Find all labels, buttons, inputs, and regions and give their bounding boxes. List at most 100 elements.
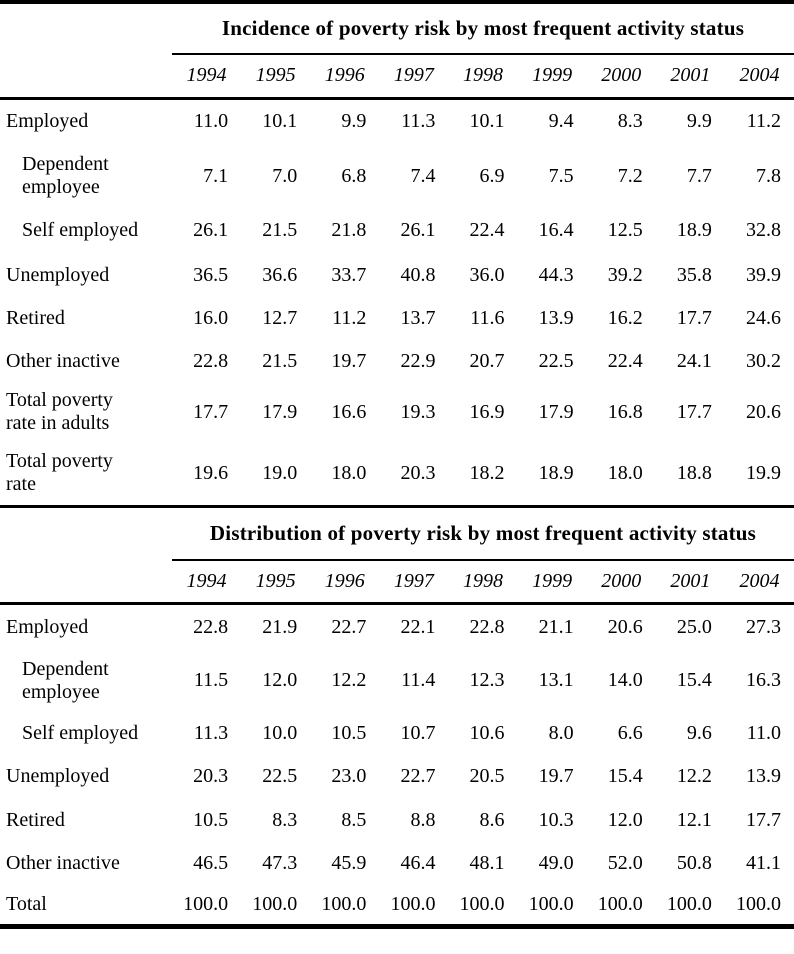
value-cell: 100.0 — [666, 892, 712, 915]
value-cell: 48.1 — [469, 851, 505, 874]
title-row: Distribution of poverty risk by most fre… — [0, 507, 794, 561]
value-cell: 7.8 — [756, 164, 781, 187]
value-cell: 100.0 — [321, 892, 367, 915]
row-label: Other inactive — [6, 349, 120, 372]
year-header: 2001 — [655, 559, 725, 605]
table-row: Other inactive 46.5 47.3 45.9 46.4 48.1 49.0 52… — [0, 842, 794, 885]
value-cell: 11.0 — [746, 721, 781, 744]
value-cell: 17.7 — [676, 400, 712, 423]
value-cell: 8.3 — [617, 110, 643, 133]
value-cell: 21.5 — [262, 219, 298, 241]
value-cell: 8.6 — [479, 808, 505, 831]
value-cell: 19.7 — [331, 349, 367, 372]
value-cell: 24.6 — [746, 307, 781, 329]
value-cell: 7.0 — [272, 164, 298, 187]
year-header: 1995 — [241, 559, 311, 605]
value-cell: 16.2 — [607, 307, 643, 329]
value-cell: 17.7 — [193, 400, 229, 423]
value-cell: 8.0 — [548, 721, 574, 744]
value-cell: 12.7 — [262, 307, 298, 329]
value-cell: 20.3 — [400, 461, 436, 484]
value-cell: 7.7 — [686, 164, 712, 187]
value-cell: 8.5 — [341, 808, 367, 831]
value-cell: 22.9 — [400, 349, 436, 372]
value-cell: 12.2 — [676, 765, 712, 787]
value-cell: 44.3 — [538, 263, 574, 286]
value-cell: 20.5 — [469, 765, 505, 787]
value-cell: 9.6 — [686, 721, 712, 744]
value-cell: 19.6 — [193, 461, 229, 484]
value-cell: 11.2 — [332, 307, 367, 329]
row-label: Employed — [6, 110, 89, 133]
value-cell: 22.8 — [193, 615, 229, 638]
value-cell: 10.0 — [262, 721, 298, 744]
value-cell: 100.0 — [390, 892, 436, 915]
value-cell: 18.0 — [331, 461, 367, 484]
years-spacer-cell — [0, 559, 172, 605]
value-cell: 19.0 — [262, 461, 298, 484]
incidence-table-header: Incidence of poverty risk by most freque… — [0, 2, 794, 100]
value-cell: 9.4 — [548, 110, 574, 133]
value-cell: 36.5 — [193, 263, 229, 286]
year-header: 1996 — [310, 54, 380, 100]
value-cell: 11.5 — [193, 669, 229, 691]
value-cell: 35.8 — [676, 263, 712, 286]
row-label: Retired — [6, 307, 65, 329]
value-cell: 26.1 — [400, 219, 436, 241]
year-header: 1998 — [448, 54, 518, 100]
year-header: 1999 — [517, 54, 587, 100]
value-cell: 19.7 — [538, 765, 574, 787]
value-cell: 46.5 — [193, 851, 229, 874]
table-row: Total poverty rate 19.6 19.0 18.0 20.3 18.2 18… — [0, 442, 794, 506]
value-cell: 9.9 — [686, 110, 712, 133]
value-cell: 25.0 — [676, 615, 712, 638]
year-header: 1999 — [517, 559, 587, 605]
value-cell: 7.4 — [410, 164, 436, 187]
value-cell: 100.0 — [459, 892, 505, 915]
value-cell: 10.5 — [331, 721, 367, 744]
table-row: Self employed 11.3 10.0 10.5 10.7 10.6 8.0 6.6 9… — [0, 712, 794, 755]
table-row: Unemployed 20.3 22.5 23.0 22.7 20.5 19.7 15.4 12… — [0, 755, 794, 799]
title-spacer-cell — [0, 508, 172, 560]
value-cell: 15.4 — [676, 669, 712, 691]
value-cell: 12.1 — [676, 808, 712, 831]
value-cell: 18.9 — [676, 219, 712, 241]
value-cell: 22.7 — [331, 615, 367, 638]
year-header: 2000 — [586, 54, 656, 100]
year-header: 2004 — [724, 54, 794, 100]
value-cell: 49.0 — [538, 851, 574, 874]
year-header: 1997 — [379, 54, 449, 100]
value-cell: 11.3 — [193, 721, 229, 744]
value-cell: 9.9 — [341, 110, 367, 133]
year-header: 2000 — [586, 559, 656, 605]
value-cell: 16.6 — [331, 400, 367, 423]
value-cell: 41.1 — [746, 851, 781, 874]
value-cell: 18.8 — [676, 461, 712, 484]
value-cell: 32.8 — [746, 219, 781, 241]
value-cell: 22.4 — [469, 219, 505, 241]
table-row: Retired 10.5 8.3 8.5 8.8 8.6 10.3 12.0 12.1 17.7 — [0, 799, 794, 842]
table-row: Total 100.0 100.0 100.0 100.0 100.0 100.0 100.0… — [0, 885, 794, 927]
value-cell: 6.9 — [479, 164, 505, 187]
value-cell: 20.6 — [607, 615, 643, 638]
value-cell: 7.2 — [617, 164, 643, 187]
value-cell: 24.1 — [676, 349, 712, 372]
value-cell: 13.9 — [746, 765, 781, 787]
row-label: Total poverty rate in adults — [6, 389, 113, 434]
year-header: 2001 — [655, 54, 725, 100]
distribution-table: Distribution of poverty risk by most fre… — [0, 507, 794, 929]
value-cell: 22.4 — [607, 349, 643, 372]
value-cell: 100.0 — [528, 892, 574, 915]
value-cell: 16.0 — [193, 307, 229, 329]
value-cell: 52.0 — [607, 851, 643, 874]
row-label: Unemployed — [6, 263, 110, 286]
value-cell: 16.3 — [746, 669, 781, 691]
value-cell: 10.1 — [262, 110, 298, 133]
row-label: Self employed — [22, 219, 139, 241]
value-cell: 100.0 — [736, 892, 781, 915]
row-label: Retired — [6, 808, 65, 831]
year-header: 1998 — [448, 559, 518, 605]
value-cell: 100.0 — [597, 892, 643, 915]
value-cell: 17.7 — [746, 808, 781, 831]
value-cell: 23.0 — [331, 765, 367, 787]
